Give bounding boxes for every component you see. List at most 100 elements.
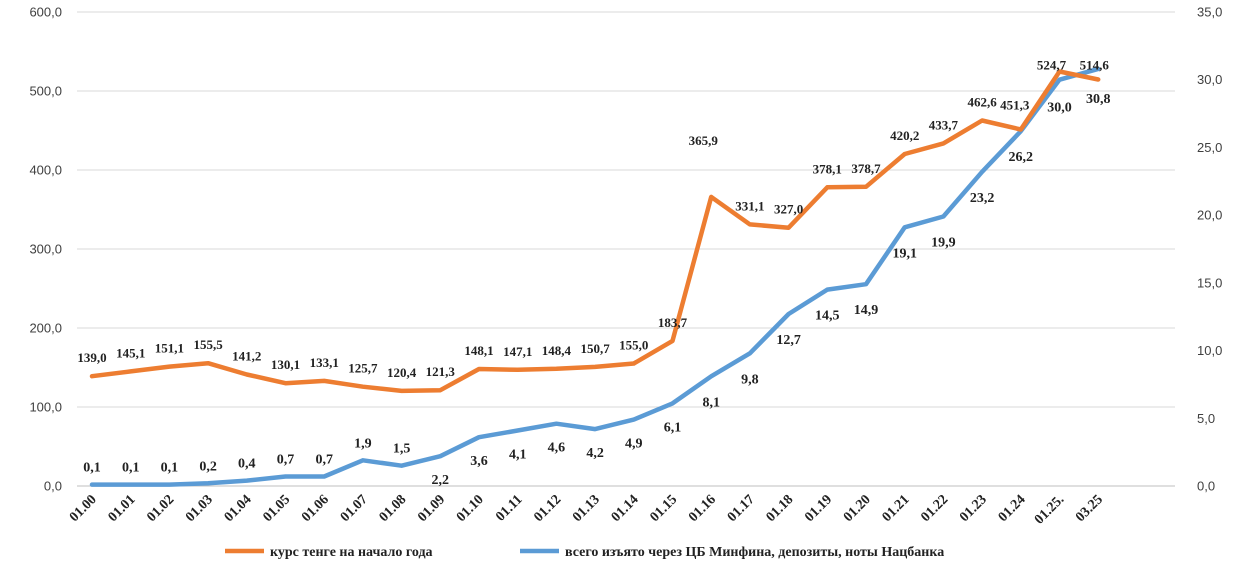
x-axis: 01.00 01.01 01.02 01.03 01.04 01.05 01.06 01.07… xyxy=(67,492,1106,527)
data-label-withdrawn: 19,9 xyxy=(931,235,956,250)
data-label-withdrawn: 9,8 xyxy=(741,372,759,387)
y-right-tick-label: 25,0 xyxy=(1197,140,1222,155)
data-label-tenge-rate: 524,7 xyxy=(1037,57,1067,72)
data-labels: 139,0 145,1 151,1 155,5 141,2 130,1 133,1 125,7… xyxy=(77,57,1110,488)
y-left-tick-label: 0,0 xyxy=(44,479,62,494)
data-label-tenge-rate: 451,3 xyxy=(1000,97,1030,112)
x-tick-label: 01.16 xyxy=(686,492,719,525)
data-label-tenge-rate: 378,7 xyxy=(851,161,881,176)
data-label-withdrawn: 12,7 xyxy=(776,333,801,348)
data-label-tenge-rate: 420,2 xyxy=(890,128,919,143)
x-tick-label: 01.08 xyxy=(377,492,410,525)
x-tick-label: 01.17 xyxy=(725,492,758,525)
data-label-withdrawn: 0,1 xyxy=(122,461,140,476)
x-tick-label: 01.11 xyxy=(493,492,525,524)
y-left-tick-label: 100,0 xyxy=(29,400,62,415)
data-label-withdrawn: 0,1 xyxy=(161,461,179,476)
y-right-tick-label: 5,0 xyxy=(1197,411,1215,426)
series-lines xyxy=(89,66,1101,487)
data-label-tenge-rate: 155,5 xyxy=(193,337,223,352)
y-left-tick-label: 500,0 xyxy=(29,84,62,99)
data-label-withdrawn: 30,8 xyxy=(1086,92,1111,107)
y-right-tick-label: 30,0 xyxy=(1197,72,1222,87)
x-tick-label: 01.06 xyxy=(299,492,332,525)
data-label-withdrawn: 0,1 xyxy=(83,461,101,476)
data-label-withdrawn: 2,2 xyxy=(432,473,450,488)
data-label-tenge-rate: 148,4 xyxy=(542,343,572,358)
y-right-tick-label: 15,0 xyxy=(1197,275,1222,290)
data-label-tenge-rate: 139,0 xyxy=(77,350,106,365)
x-tick-label: 01.02 xyxy=(144,492,177,525)
x-tick-label: 01.20 xyxy=(841,492,874,525)
x-tick-label: 01.03 xyxy=(183,492,216,525)
x-tick-label: 01.05 xyxy=(260,492,293,525)
data-label-tenge-rate: 331,1 xyxy=(735,198,764,213)
y-axis-right: 0,0 5,0 10,0 15,0 20,0 25,0 30,0 35,0 xyxy=(1197,5,1222,494)
data-label-withdrawn: 0,4 xyxy=(238,457,256,472)
x-tick-label: 01.13 xyxy=(570,492,603,525)
data-label-withdrawn: 1,9 xyxy=(354,436,372,451)
data-label-tenge-rate: 130,1 xyxy=(271,357,300,372)
data-label-tenge-rate: 327,0 xyxy=(774,202,803,217)
y-left-tick-label: 300,0 xyxy=(29,242,62,257)
data-label-withdrawn: 14,5 xyxy=(815,309,840,324)
x-tick-label: 01.09 xyxy=(415,492,448,525)
data-label-withdrawn: 4,2 xyxy=(586,446,604,461)
x-tick-label: 01.10 xyxy=(454,492,487,525)
data-label-tenge-rate: 145,1 xyxy=(116,345,145,360)
data-label-tenge-rate: 462,6 xyxy=(967,95,997,110)
y-right-tick-label: 10,0 xyxy=(1197,343,1222,358)
x-tick-label: 01.15 xyxy=(647,492,680,525)
x-tick-label: 01.14 xyxy=(609,492,642,525)
data-label-withdrawn: 4,1 xyxy=(509,447,527,462)
y-right-tick-label: 35,0 xyxy=(1197,5,1222,20)
data-label-withdrawn: 14,9 xyxy=(854,303,879,318)
x-tick-label: 01.04 xyxy=(222,492,255,525)
y-left-tick-label: 600,0 xyxy=(29,5,62,20)
y-right-tick-label: 20,0 xyxy=(1197,208,1222,223)
data-label-tenge-rate: 133,1 xyxy=(310,355,339,370)
y-axis-left: 0,0 100,0 200,0 300,0 400,0 500,0 600,0 xyxy=(29,5,62,494)
x-tick-label: 01.18 xyxy=(764,492,797,525)
data-label-withdrawn: 4,9 xyxy=(625,437,643,452)
y-left-tick-label: 400,0 xyxy=(29,163,62,178)
x-tick-label: 01.07 xyxy=(338,492,371,525)
data-label-withdrawn: 30,0 xyxy=(1047,101,1072,116)
data-label-withdrawn: 6,1 xyxy=(664,420,682,435)
data-label-withdrawn: 3,6 xyxy=(470,454,488,469)
legend-label-orange: курс тенге на начало года xyxy=(270,545,433,560)
x-tick-label: 01.00 xyxy=(67,492,100,525)
data-label-withdrawn: 8,1 xyxy=(702,395,720,410)
series-line-tenge-rate xyxy=(89,69,1101,394)
data-label-withdrawn: 0,7 xyxy=(315,453,333,468)
data-label-tenge-rate: 151,1 xyxy=(155,341,184,356)
y-right-tick-label: 0,0 xyxy=(1197,479,1215,494)
gridlines xyxy=(77,11,1175,487)
data-label-tenge-rate: 141,2 xyxy=(232,348,261,363)
x-tick-label: 01.19 xyxy=(802,492,835,525)
data-label-withdrawn: 1,5 xyxy=(393,442,411,457)
data-label-withdrawn: 0,7 xyxy=(277,453,295,468)
legend: курс тенге на начало года всего изъято ч… xyxy=(225,545,944,560)
data-label-tenge-rate: 147,1 xyxy=(503,344,532,359)
x-tick-label: 01.12 xyxy=(531,492,564,525)
data-label-tenge-rate: 155,0 xyxy=(619,338,648,353)
x-tick-label: 01.22 xyxy=(918,492,951,525)
data-label-withdrawn: 26,2 xyxy=(1009,150,1034,165)
data-label-tenge-rate: 378,1 xyxy=(813,161,842,176)
data-label-tenge-rate: 365,9 xyxy=(689,133,719,148)
x-tick-label: 01.01 xyxy=(106,492,139,525)
data-label-withdrawn: 19,1 xyxy=(892,246,917,261)
data-label-withdrawn: 4,6 xyxy=(548,441,566,456)
y-left-tick-label: 200,0 xyxy=(29,321,62,336)
series-line-withdrawn xyxy=(89,66,1101,487)
data-label-tenge-rate: 148,1 xyxy=(464,343,493,358)
data-label-withdrawn: 23,2 xyxy=(970,191,995,206)
data-label-tenge-rate: 514,6 xyxy=(1080,57,1110,72)
data-label-tenge-rate: 125,7 xyxy=(348,361,378,376)
x-tick-label: 01.23 xyxy=(957,492,990,525)
x-tick-label: 01.25. xyxy=(1032,492,1067,527)
legend-label-blue: всего изъято через ЦБ Минфина, депозиты,… xyxy=(565,545,944,560)
data-label-tenge-rate: 150,7 xyxy=(580,341,610,356)
